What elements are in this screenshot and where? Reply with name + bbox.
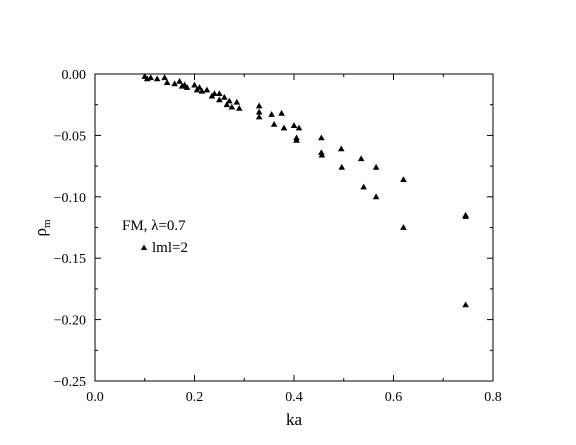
data-point-triangle <box>462 213 469 219</box>
data-point-triangle <box>360 183 367 190</box>
data-point-triangle <box>211 90 218 97</box>
data-point-triangle <box>372 163 380 170</box>
data-point-triangle <box>147 74 155 81</box>
data-point-triangle <box>293 136 300 143</box>
y-tick-label: −0.15 <box>54 252 86 267</box>
data-point-triangle <box>191 81 198 88</box>
data-point-triangle <box>221 93 228 100</box>
data-point-triangle <box>226 97 233 104</box>
data-point-triangle <box>318 134 325 141</box>
data-point-triangle <box>318 151 326 158</box>
data-point-triangle <box>223 101 231 108</box>
data-point-triangle <box>183 84 191 90</box>
y-tick-label: −0.20 <box>54 314 86 329</box>
data-point-triangle <box>280 124 288 131</box>
data-point-triangle <box>372 193 380 200</box>
data-point-triangle <box>337 145 345 152</box>
x-axis-ticks: 0.0 0.2 0.4 0.6 0.8 <box>86 74 502 405</box>
data-point-triangle <box>270 120 278 127</box>
y-axis-ticks: 0.00 −0.05 −0.10 −0.15 −0.20 −0.25 <box>54 68 493 390</box>
data-point-triangle <box>196 84 203 90</box>
data-point-triangle <box>153 75 161 82</box>
x-tick-label: 0.4 <box>285 390 303 405</box>
x-tick-label: 0.2 <box>186 390 204 405</box>
legend-marker-triangle <box>140 244 148 250</box>
data-point-triangle <box>171 80 178 87</box>
data-point-triangle <box>233 98 241 105</box>
data-points <box>141 73 469 308</box>
data-point-triangle <box>268 111 275 117</box>
data-point-triangle <box>400 224 407 230</box>
data-point-triangle <box>176 77 183 84</box>
data-point-triangle <box>357 155 365 162</box>
legend-entry-label: lml=2 <box>152 240 188 256</box>
legend-title: FM, λ=0.7 <box>122 218 186 234</box>
data-point-triangle <box>338 163 346 170</box>
data-point-triangle <box>295 124 303 131</box>
data-point-triangle <box>278 109 285 116</box>
data-point-triangle <box>400 176 407 183</box>
data-point-triangle <box>161 74 168 81</box>
y-tick-label: −0.05 <box>54 129 86 144</box>
y-axis-label-main: ρ <box>31 228 50 236</box>
data-point-triangle <box>290 122 298 128</box>
data-point-triangle <box>462 301 469 308</box>
legend: FM, λ=0.7 lml=2 <box>122 218 188 256</box>
data-point-triangle <box>255 102 263 109</box>
y-axis-label-sub: m <box>41 219 53 228</box>
y-tick-label: 0.00 <box>62 68 87 83</box>
data-point-triangle <box>203 86 211 93</box>
y-axis-label: ρm <box>31 219 53 236</box>
x-tick-label: 0.6 <box>385 390 403 405</box>
x-tick-label: 0.8 <box>484 390 502 405</box>
data-point-triangle <box>228 103 236 110</box>
data-point-triangle <box>163 79 171 85</box>
x-tick-label: 0.0 <box>86 390 104 405</box>
data-point-triangle <box>235 104 243 111</box>
data-point-triangle <box>216 96 223 103</box>
data-point-triangle <box>255 108 263 115</box>
y-tick-label: −0.10 <box>54 191 86 206</box>
data-point-triangle <box>255 113 263 120</box>
data-point-triangle <box>216 90 223 97</box>
y-tick-label: −0.25 <box>54 375 86 390</box>
x-axis-label: ka <box>286 410 303 429</box>
data-point-triangle <box>198 87 206 94</box>
data-point-triangle <box>318 149 325 155</box>
